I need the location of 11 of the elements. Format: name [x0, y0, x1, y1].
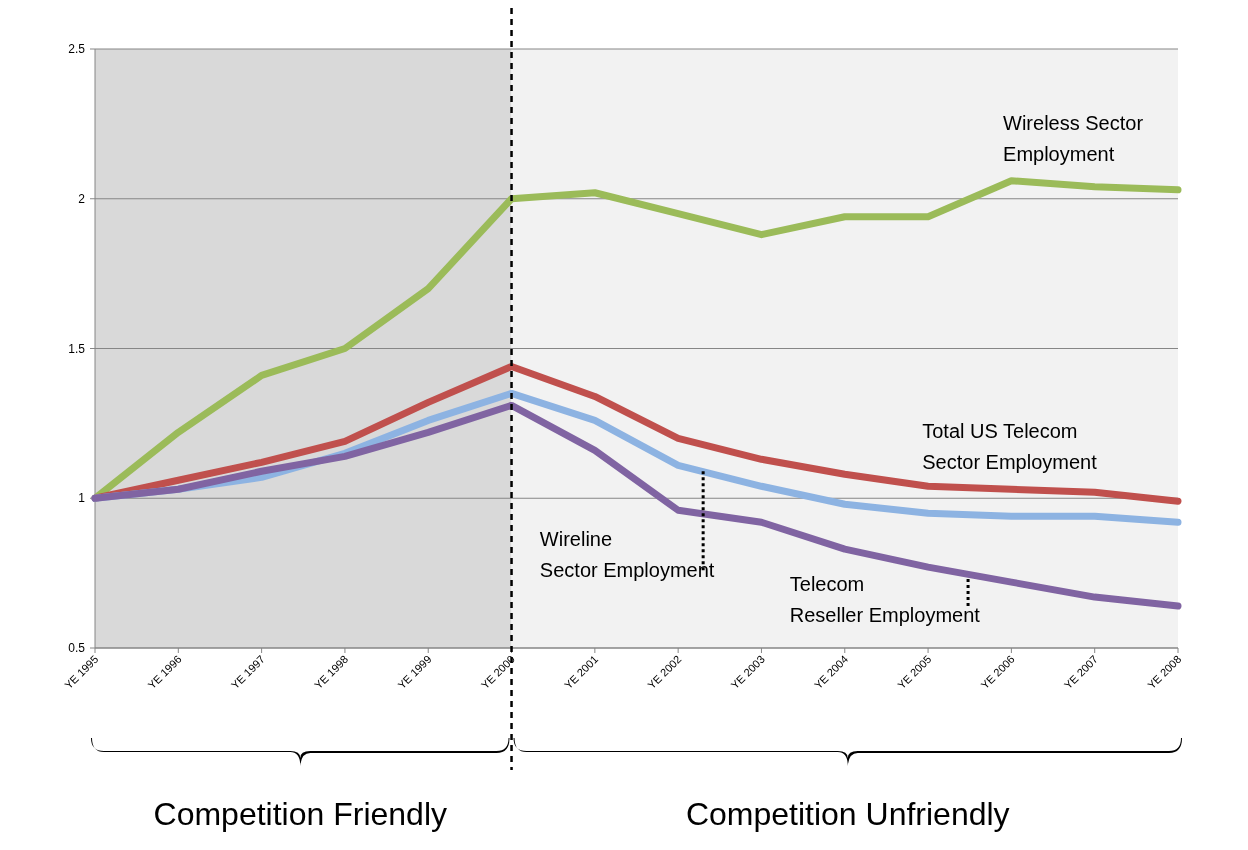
text: Wireline Sector Employment [539, 528, 715, 582]
y-tick-label: 2.5 [68, 42, 86, 57]
y-tick-label: 1.5 [68, 341, 86, 356]
text: Competition Friendly [153, 796, 447, 832]
y-tick-label: 2 [78, 191, 86, 206]
series-label: Total US Telecom Sector Employment [922, 420, 1098, 474]
series-label: Telecom Reseller Employment [789, 573, 981, 627]
y-tick-label: 1 [78, 491, 86, 506]
text: Competition Unfriendly [685, 796, 1010, 832]
series-label: Wireless Sector Employment [1003, 111, 1144, 165]
y-tick-label: 0.5 [68, 641, 86, 656]
